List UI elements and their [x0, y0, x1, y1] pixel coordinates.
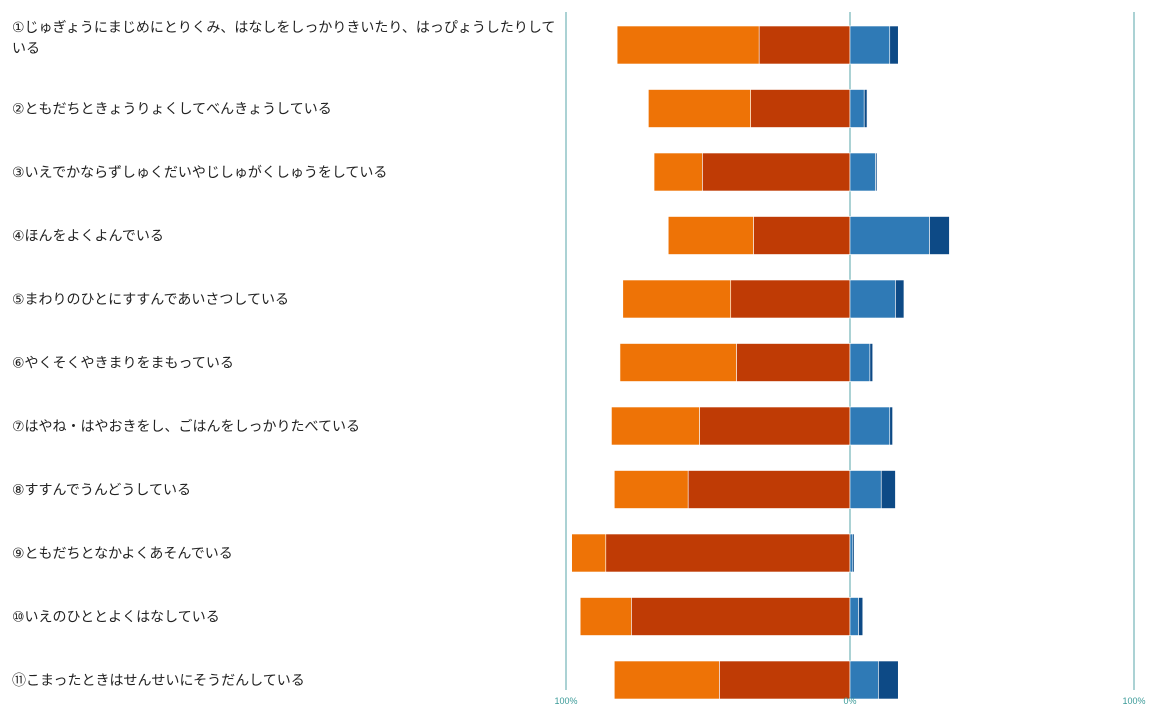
bar-segment: [719, 660, 851, 700]
bar-segment: [849, 470, 882, 509]
bar-segment: [849, 216, 930, 255]
category-label: ⑪こまったときはせんせいにそうだんしている: [12, 673, 305, 689]
category-labels: ①じゅぎょうにまじめにとりくみ、はなしをしっかりきいたり、はっぴょうしたりしてい…: [12, 20, 555, 689]
bar-segment: [869, 343, 874, 382]
x-tick-label: 100%: [554, 696, 577, 706]
bar-segment: [699, 406, 851, 446]
bars: [571, 25, 950, 700]
bar-segment: [889, 406, 893, 446]
category-label: ⑨ともだちとなかよくあそんでいる: [12, 546, 233, 562]
category-label: ⑦はやね・はやおきをし、ごはんをしっかりたべている: [12, 419, 360, 435]
category-label: ④ほんをよくよんでいる: [12, 229, 164, 245]
x-tick-labels: 100% 0% 100%: [554, 696, 1145, 706]
bar-segment: [750, 89, 851, 128]
bar-segment: [929, 216, 950, 255]
bar-segment: [875, 152, 878, 192]
bar-segment: [878, 660, 899, 700]
category-label: ②ともだちときょうりょくしてべんきょうしている: [12, 102, 332, 118]
bar-segment: [619, 343, 737, 382]
bar-segment: [849, 406, 891, 446]
bar-segment: [653, 152, 703, 192]
bar-segment: [753, 216, 851, 255]
bar-segment: [605, 533, 851, 573]
bar-segment: [571, 533, 607, 573]
bar-segment: [849, 533, 854, 573]
bar-segment: [849, 597, 859, 636]
bar-segment: [849, 343, 871, 382]
bar-segment: [858, 597, 864, 636]
category-label: ⑤まわりのひとにすすんであいさつしている: [12, 292, 289, 308]
category-label: ③いえでかならずしゅくだいやじしゅがくしゅうをしている: [12, 165, 387, 181]
bar-segment: [895, 279, 905, 319]
bar-segment: [880, 470, 896, 509]
bar-segment: [579, 597, 632, 636]
category-label: ⑥やくそくやきまりをまもっている: [12, 356, 234, 372]
bar-segment: [613, 470, 689, 509]
bar-segment: [758, 25, 851, 65]
x-tick-label: 100%: [1122, 696, 1145, 706]
bar-segment: [730, 279, 851, 319]
bar-segment: [863, 89, 868, 128]
bar-segment: [736, 343, 851, 382]
category-label: ⑧すすんでうんどうしている: [12, 483, 191, 499]
bar-segment: [889, 25, 899, 65]
bar-segment: [611, 406, 700, 446]
bar-segment: [631, 597, 851, 636]
bar-segment: [849, 89, 865, 128]
bar-segment: [613, 660, 720, 700]
bar-segment: [852, 533, 855, 573]
bar-segment: [687, 470, 851, 509]
category-label: ⑩いえのひととよくはなしている: [12, 610, 220, 626]
bar-segment: [622, 279, 732, 319]
bar-segment: [648, 89, 751, 128]
bar-segment: [667, 216, 754, 255]
bar-segment: [702, 152, 851, 192]
bar-segment: [849, 152, 876, 192]
bar-segment: [616, 25, 760, 65]
bar-segment: [849, 25, 891, 65]
bar-segment: [849, 279, 896, 319]
category-label: ①じゅぎょうにまじめにとりくみ、はなしをしっかりきいたり、はっぴょうしたりして: [12, 20, 555, 36]
x-tick-label: 0%: [843, 696, 856, 706]
category-label: いる: [12, 41, 40, 57]
bar-segment: [849, 660, 879, 700]
